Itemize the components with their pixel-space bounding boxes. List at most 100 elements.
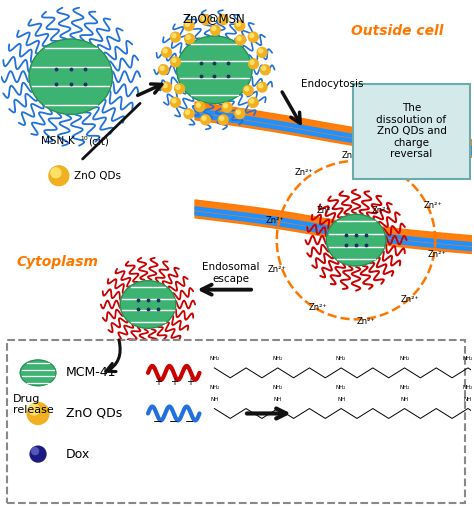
Circle shape [164,418,175,429]
Circle shape [172,33,176,38]
Circle shape [185,22,190,26]
Ellipse shape [29,39,112,114]
Text: Zn²⁺: Zn²⁺ [424,201,443,210]
Circle shape [28,404,39,415]
Circle shape [172,99,176,103]
Circle shape [260,65,270,75]
Text: NH₂: NH₂ [273,356,283,361]
Circle shape [171,97,181,107]
Circle shape [250,33,254,38]
Circle shape [204,423,215,434]
Text: Zn²⁺: Zn²⁺ [394,164,413,173]
Text: MSN-K: MSN-K [41,136,75,146]
Circle shape [363,391,367,394]
Text: Endocytosis: Endocytosis [301,79,363,89]
Circle shape [186,401,197,412]
Text: Outside cell: Outside cell [351,24,444,38]
Text: −: − [169,417,178,427]
Circle shape [390,411,393,414]
Circle shape [202,116,206,120]
Circle shape [185,34,195,44]
Circle shape [185,111,190,114]
Circle shape [257,82,267,92]
Circle shape [195,102,205,112]
Circle shape [188,403,192,408]
Circle shape [172,58,176,62]
Circle shape [163,49,167,53]
Circle shape [184,109,194,119]
Text: NH: NH [464,396,472,402]
Ellipse shape [20,360,56,386]
Circle shape [149,393,160,404]
Circle shape [248,97,258,107]
Circle shape [32,448,38,455]
Circle shape [163,84,167,88]
Text: (cit): (cit) [89,136,109,146]
Circle shape [388,409,397,418]
Text: Dox: Dox [66,448,90,460]
Circle shape [344,394,353,403]
Circle shape [373,404,377,408]
Circle shape [259,49,263,53]
Circle shape [27,403,49,424]
Circle shape [219,413,230,424]
Circle shape [218,15,228,25]
Text: NH₂: NH₂ [336,385,346,390]
Text: +: + [154,377,162,387]
Text: NH₂: NH₂ [273,385,283,390]
Circle shape [201,115,210,125]
Text: Zn²⁺: Zn²⁺ [401,295,420,304]
Circle shape [182,423,193,434]
Circle shape [202,403,213,414]
Circle shape [237,111,240,114]
Text: Zn²⁺: Zn²⁺ [317,206,336,215]
Text: $_{10}$: $_{10}$ [80,134,89,143]
Text: NH₂: NH₂ [400,356,410,361]
Ellipse shape [316,372,445,436]
Text: NH₂: NH₂ [463,356,473,361]
Circle shape [248,32,258,42]
Text: +: + [170,377,178,387]
Circle shape [220,414,225,419]
Text: ZnO QDs: ZnO QDs [73,171,121,180]
Text: Zn²⁺: Zn²⁺ [265,216,284,225]
Text: Zn²⁺: Zn²⁺ [267,265,286,274]
Circle shape [174,84,184,94]
Circle shape [235,21,245,31]
Text: Zn²⁺: Zn²⁺ [342,152,361,160]
Ellipse shape [177,36,252,103]
Circle shape [220,16,224,20]
Circle shape [168,410,173,414]
FancyBboxPatch shape [353,84,470,178]
Circle shape [203,405,209,410]
Text: NH₂: NH₂ [463,385,473,390]
Text: NH: NH [210,396,219,402]
Circle shape [166,408,177,419]
Circle shape [212,27,216,30]
Circle shape [196,103,201,107]
Text: −: − [185,417,194,427]
Circle shape [176,85,180,89]
Circle shape [205,424,210,429]
Text: Drug
release: Drug release [13,393,54,415]
Text: ZnO@MSN: ZnO@MSN [183,12,246,25]
Circle shape [245,87,249,91]
Circle shape [162,82,172,92]
Circle shape [248,59,258,69]
Circle shape [184,21,194,31]
Circle shape [49,166,69,186]
Circle shape [224,104,228,108]
Text: MCM-41: MCM-41 [66,367,116,379]
Circle shape [171,57,181,67]
Circle shape [201,15,210,25]
Text: +: + [186,377,193,387]
Text: −: − [153,417,163,427]
Circle shape [202,16,206,20]
Circle shape [159,65,168,75]
Circle shape [186,35,190,39]
Circle shape [222,102,232,112]
Text: NH: NH [337,396,345,402]
Circle shape [160,66,164,70]
Circle shape [250,60,254,64]
Circle shape [250,99,254,103]
